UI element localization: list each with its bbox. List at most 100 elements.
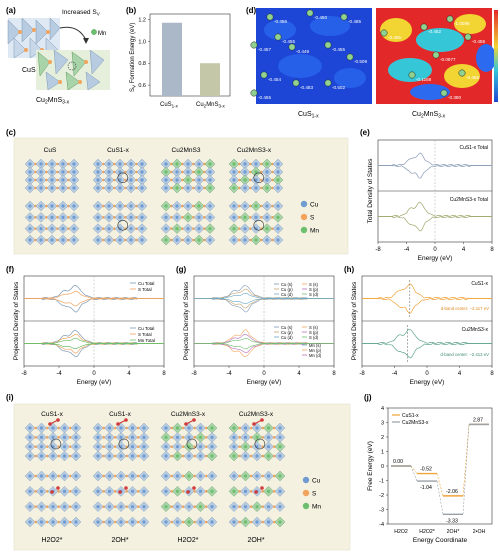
cu-atom (210, 445, 214, 449)
b-ytick-label: 0.6 (138, 83, 146, 89)
dos-xtick-label: -8 (191, 371, 197, 377)
s-atom (204, 454, 208, 458)
d-right-charge-value: -0.452 (428, 29, 441, 34)
s-atom (125, 520, 129, 524)
mn-atom (164, 170, 168, 174)
g-top-dos (194, 298, 334, 309)
dos-ylabel: Projected Density of States (351, 281, 358, 360)
s-atom (181, 186, 184, 190)
s-atom (56, 216, 59, 219)
cu-atom (198, 445, 203, 449)
mn-atom (243, 474, 248, 478)
s-atom (34, 162, 37, 166)
s-atom (57, 426, 61, 430)
cu-atom (232, 505, 236, 509)
d-right-atom (464, 33, 472, 41)
s-vacancy-marker (118, 438, 130, 450)
s-atom (193, 474, 197, 478)
s-atom (181, 238, 184, 242)
s-atom (57, 520, 61, 524)
cu-atom (50, 178, 54, 182)
cu-atom (28, 435, 32, 439)
s-atom (249, 454, 253, 458)
cu-atom (254, 162, 258, 166)
cu-atom (175, 170, 179, 174)
s-atom (203, 204, 206, 208)
panel-i-label: (i) (6, 393, 14, 402)
s-atom (261, 490, 265, 493)
s-atom (45, 238, 48, 242)
cu-atom (130, 454, 135, 458)
d-left-charge-value: -0.455 (332, 47, 345, 52)
panel-c-background (13, 137, 349, 255)
s-atom (56, 178, 59, 182)
cu-atom (265, 238, 269, 242)
s-atom (136, 474, 140, 478)
s-atom (102, 445, 106, 448)
s-atom (102, 216, 105, 219)
j-connector (410, 465, 418, 474)
j-legend-label: CuS1-x (402, 413, 419, 419)
cu-atom (243, 426, 248, 430)
s-atom (238, 186, 241, 190)
s-atom (170, 216, 173, 219)
cu-atom (187, 426, 191, 430)
s-atom (249, 520, 253, 524)
cu-atom (50, 186, 54, 190)
s-atom (34, 520, 38, 524)
s-atom (124, 170, 127, 174)
cu-atom (72, 215, 76, 219)
mn-atom (265, 227, 269, 231)
s-atom (102, 505, 106, 508)
s-atom (249, 505, 253, 508)
cu-atom (74, 489, 78, 493)
cu-atom (266, 505, 271, 509)
f-bottom-legend-label: S Total (138, 332, 152, 337)
cu-atom (187, 505, 191, 509)
g-legend-label: S (p) (309, 330, 319, 335)
s-atom (135, 216, 138, 219)
mn-atom (254, 238, 258, 242)
s-atom (45, 426, 49, 430)
s-atom (57, 474, 61, 478)
s-atom (238, 162, 241, 166)
cu-atom (50, 227, 54, 231)
mn-atom (197, 238, 201, 242)
d-right-charge-value: -0.455 (472, 39, 485, 44)
cu-atom (187, 435, 191, 439)
d-right-atom (432, 51, 440, 59)
dos-xtick-label: 8 (332, 371, 336, 377)
cu-atom (118, 162, 122, 166)
mn-atom (243, 520, 248, 524)
s-atom (260, 238, 263, 242)
panel-d-label: (d) (246, 6, 257, 15)
cu-atom (142, 505, 146, 509)
s-atom (113, 227, 116, 230)
cu-atom (187, 454, 191, 458)
cu-atom (142, 435, 146, 439)
cu-atom (50, 162, 54, 166)
d-right-atom (446, 15, 454, 23)
s-atom (68, 490, 72, 493)
cu-atom (107, 474, 112, 478)
panel-b-xtick-1: CuS1-x (160, 102, 179, 109)
dos-xtick-label: 8 (490, 247, 494, 253)
cu-atom (74, 445, 78, 449)
s-atom (192, 170, 195, 174)
s-atom (260, 162, 263, 166)
panel-a: (a) CuS Increased SV Mn (6, 6, 110, 106)
mn-atom (175, 186, 179, 190)
cu-atom (62, 520, 67, 524)
s-atom (181, 216, 184, 219)
cu-atom (164, 426, 168, 430)
s-atom (271, 178, 274, 182)
cu-atom (164, 227, 168, 231)
s-atom (170, 227, 173, 230)
s-atom (113, 436, 117, 439)
g-legend-label: Mn (p) (309, 348, 322, 353)
cu-atom (140, 215, 144, 219)
cu-atom (28, 178, 32, 182)
s-atom (272, 520, 276, 524)
j-value-label: -3.33 (446, 518, 458, 524)
